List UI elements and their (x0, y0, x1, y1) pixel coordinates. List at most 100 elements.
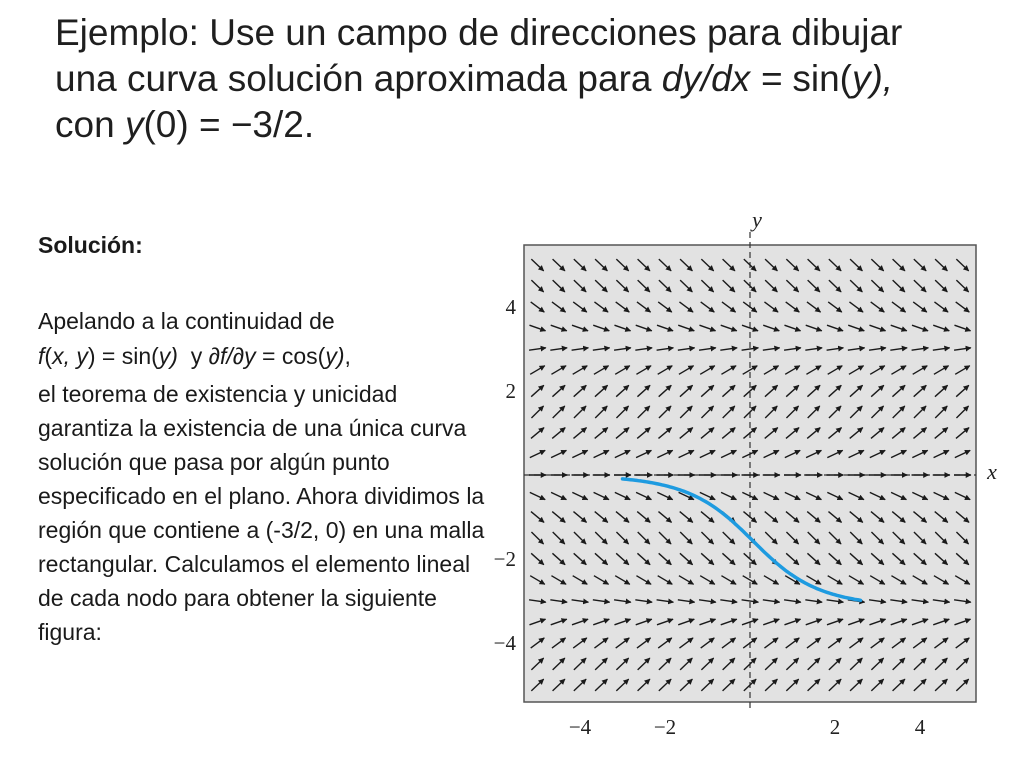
slope-arrow (594, 427, 609, 439)
slope-arrow (571, 598, 590, 605)
slope-arrow (828, 657, 842, 671)
slope-arrow (594, 637, 609, 649)
slope-arrow (742, 301, 758, 313)
slope-arrow (615, 427, 630, 439)
slope-arrow (614, 449, 631, 459)
slope-arrow (764, 279, 778, 293)
slope-arrow (783, 598, 802, 605)
slope-arrow (954, 324, 972, 332)
slope-arrow (849, 531, 863, 545)
slope-arrow (721, 384, 736, 398)
slope-arrow (934, 531, 948, 545)
slope-arrow (658, 405, 672, 419)
y-tick-label: 2 (506, 379, 517, 403)
slope-arrow (891, 384, 906, 398)
slope-arrow (550, 491, 567, 501)
slope-arrow (785, 279, 800, 293)
slope-arrow (679, 678, 693, 692)
slope-arrow (698, 598, 717, 605)
slope-arrow (529, 324, 547, 332)
slope-arrow (827, 637, 843, 649)
slope-arrow (678, 449, 695, 459)
slope-arrow (934, 511, 949, 523)
slope-arrow (573, 258, 587, 272)
slope-arrow (657, 365, 673, 375)
slope-arrow (615, 531, 630, 545)
slope-arrow (571, 324, 589, 332)
slope-arrow (805, 449, 822, 459)
slope-arrow (637, 531, 651, 545)
slope-arrow (700, 258, 715, 272)
slope-arrow (615, 279, 630, 293)
slope-arrow (934, 552, 949, 566)
slope-arrow (678, 491, 695, 501)
slope-arrow (658, 678, 672, 692)
slope-arrow (700, 384, 715, 398)
slope-arrow (807, 531, 821, 545)
slope-arrow (933, 449, 950, 459)
slope-arrow (932, 345, 951, 352)
slope-arrow (783, 345, 802, 352)
slope-arrow (700, 279, 715, 293)
slope-arrow (656, 324, 674, 332)
slope-arrow (552, 405, 566, 419)
slope-arrow (848, 491, 865, 501)
slope-arrow (530, 657, 545, 671)
slope-arrow (741, 598, 760, 605)
slope-arrow (826, 345, 845, 352)
slope-arrow (784, 575, 801, 585)
slope-arrow (892, 678, 906, 692)
solution-body: Apelando a la continuidad de f(x, y) = s… (38, 304, 488, 649)
slope-arrow (954, 575, 971, 585)
slope-arrow (530, 531, 545, 545)
title-line-2: una curva solución aproximada para dy/dx… (55, 58, 894, 99)
slope-arrow (720, 491, 737, 501)
slope-arrow (656, 345, 675, 352)
slope-arrow (806, 575, 822, 585)
slope-arrow (572, 449, 589, 459)
slope-arrow (869, 324, 887, 332)
slope-arrow (934, 657, 948, 671)
slope-arrow (743, 405, 757, 419)
slope-arrow (635, 618, 653, 626)
slope-arrow (721, 552, 736, 566)
slope-arrow (529, 575, 546, 585)
slope-arrow (785, 511, 800, 523)
slope-arrow (614, 365, 631, 375)
slope-arrow (933, 575, 950, 585)
slope-arrow (762, 618, 780, 626)
slope-arrow (913, 552, 927, 566)
slope-arrow (806, 552, 821, 566)
slope-arrow (720, 598, 738, 605)
slope-arrow (699, 575, 716, 585)
slope-arrow (743, 657, 757, 671)
slope-arrow (828, 531, 842, 545)
slope-arrow (679, 301, 694, 313)
slope-arrow (785, 657, 800, 671)
slope-arrow (573, 384, 587, 398)
slope-arrow (657, 449, 674, 459)
slope-arrow (785, 301, 800, 313)
slope-arrow (764, 531, 778, 545)
slope-arrow (955, 637, 970, 649)
slope-arrow (530, 279, 545, 293)
slope-arrow (891, 575, 907, 585)
slope-arrow (827, 449, 844, 459)
x-tick-label: −4 (569, 715, 592, 739)
slope-arrow (955, 384, 970, 398)
slope-arrow (805, 618, 823, 626)
slope-arrow (700, 531, 715, 545)
slope-arrow (530, 301, 545, 313)
slope-arrow (699, 324, 717, 332)
slope-arrow (658, 511, 672, 523)
slope-arrow (529, 365, 546, 375)
slope-arrow (594, 531, 608, 545)
x-tick-label: −2 (654, 715, 676, 739)
slope-arrow (615, 637, 630, 649)
slope-arrow (658, 384, 672, 398)
slope-arrow (721, 575, 737, 585)
slope-arrow (722, 279, 736, 293)
slope-arrow (700, 301, 715, 313)
slope-arrow (870, 384, 885, 398)
slope-arrow (763, 491, 780, 501)
